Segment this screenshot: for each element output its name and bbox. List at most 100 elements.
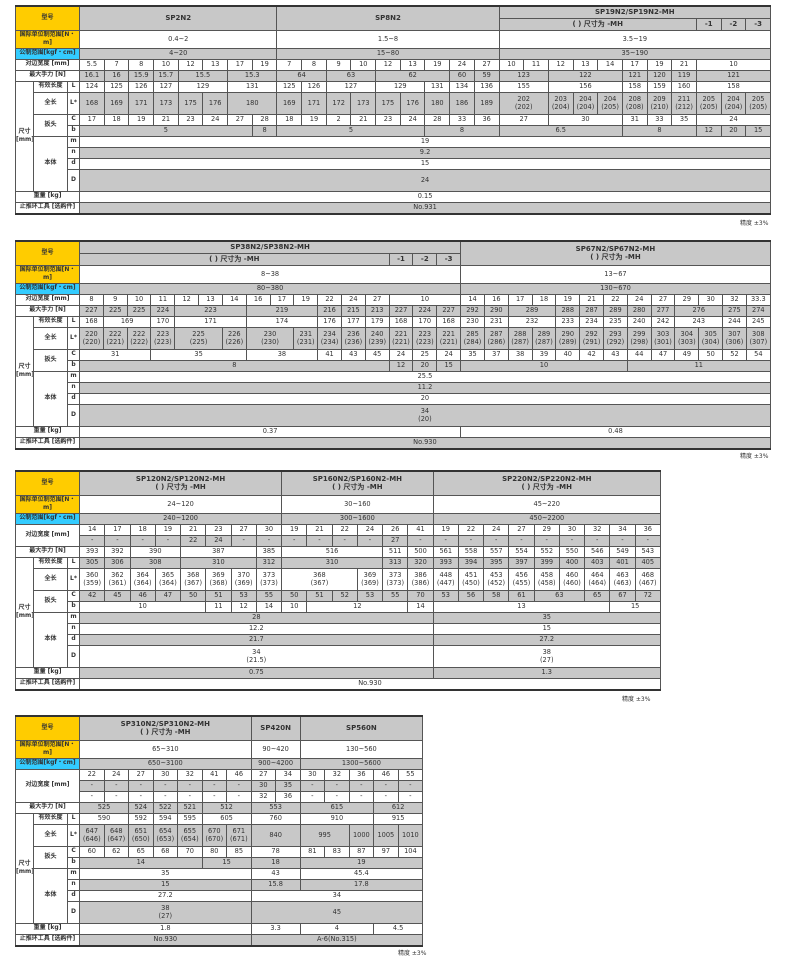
dim-C-value: 37	[483, 348, 509, 361]
dim-C-value: 18	[103, 113, 130, 126]
width-across-flats: 19	[432, 523, 459, 536]
max-force: 120	[646, 69, 673, 82]
dim-L-label: L	[66, 80, 81, 93]
metric-range: 1300~5600	[299, 757, 424, 770]
width-across-flats: 32	[177, 768, 203, 781]
dim-C-value: 56	[457, 589, 485, 602]
dim-b-value: 10	[460, 359, 628, 372]
width-across-flats: 29	[533, 523, 560, 536]
dim-Ls-value: 370 (369)	[230, 567, 257, 591]
dim-L-value: 242	[650, 315, 676, 328]
dim-Ls-value: 299 (298)	[626, 326, 652, 350]
dim-Ls-value: 1000	[348, 823, 375, 847]
model-header: -3	[745, 17, 772, 31]
dim-L-value: 245	[745, 315, 771, 328]
dim-Ls-value: 369 (369)	[356, 567, 384, 591]
width-across-flats: 34	[275, 768, 301, 781]
dim-Ls-value: 289 (287)	[531, 326, 557, 350]
dim-C-value: 65	[584, 589, 611, 602]
dim-Ls-value: 293 (292)	[602, 326, 628, 350]
dim-Ls-value: 369 (368)	[205, 567, 232, 591]
dim-C-value: 67	[609, 589, 636, 602]
dim-L-value: 399	[533, 556, 560, 569]
dim-L-value: 393	[432, 556, 459, 569]
dim-m-value: 19	[79, 135, 772, 148]
dimensions-label: 尺寸 [mm]	[15, 80, 34, 192]
dim-C-value: 45	[104, 589, 131, 602]
dim-C-value: 2	[325, 113, 352, 126]
dim-n-value: 17.8	[299, 878, 424, 891]
model-label: 型号	[14, 715, 81, 741]
model-header: -1	[388, 252, 414, 266]
dim-Ls-label: L*	[66, 823, 81, 847]
thrust-ring-tool-label: 止推环工具 [选购件]	[14, 201, 81, 214]
width-across-flats: 19	[154, 523, 182, 536]
dim-C-value: 30	[547, 113, 623, 126]
dim-Ls-value: 231 (231)	[293, 326, 319, 350]
max-force: 123	[498, 69, 549, 82]
dim-Ls-value: 175	[177, 91, 204, 115]
dim-Ls-value: 373 (373)	[382, 567, 409, 591]
dim-Ls-value: 211 (212)	[671, 91, 697, 115]
width-across-flats: 24	[103, 768, 130, 781]
model-header: SP2N2	[79, 5, 278, 31]
dim-C-value: 35	[150, 348, 247, 361]
max-force: 557	[483, 545, 510, 558]
body-label: 本体	[33, 867, 68, 924]
dim-C-value: 39	[531, 348, 557, 361]
max-force: 121	[621, 69, 648, 82]
max-force: 277	[650, 304, 676, 317]
dim-C-value: 42	[579, 348, 604, 361]
dim-L-value: 595	[177, 812, 203, 825]
dim-Ls-value: 840	[250, 823, 301, 847]
dim-L-value: 171	[174, 315, 247, 328]
width-across-flats: 26	[382, 523, 409, 536]
width-across-flats: -	[306, 534, 333, 547]
width-across-flats: 41	[407, 523, 434, 536]
width-across-flats: -	[281, 534, 308, 547]
weight: 4	[299, 922, 375, 935]
si-range: 0.4~2	[79, 29, 278, 49]
dimensions-label: 尺寸 [mm]	[15, 315, 34, 427]
dim-Ls-value: 173	[153, 91, 179, 115]
dimensions-label: 尺寸 [mm]	[15, 812, 34, 924]
precision-note: 精度 ±3%	[398, 950, 427, 957]
dim-b-value: 10	[79, 600, 207, 613]
dim-C-value: 27	[227, 113, 253, 126]
width-across-flats: 30	[250, 779, 277, 792]
width-across-flats: 12	[547, 58, 574, 71]
dim-Ls-value: 453 (452)	[483, 567, 510, 591]
dim-L-value: 305	[79, 556, 106, 569]
dim-m-label: m	[66, 370, 81, 383]
head-label: 扳头	[33, 845, 68, 869]
si-range: 3.5~19	[498, 29, 772, 49]
width-across-flats: 5.5	[79, 58, 105, 71]
dim-b-label: b	[66, 856, 81, 869]
dim-C-value: 38	[507, 348, 533, 361]
dim-L-value: 168	[79, 315, 104, 328]
dim-L-value: 177	[340, 315, 366, 328]
dim-Ls-value: 368 (367)	[281, 567, 358, 591]
width-across-flats-label: 对边宽度 [mm]	[14, 768, 81, 803]
dim-Ls-value: 230 (230)	[245, 326, 295, 350]
dim-Ls-value: 186	[449, 91, 475, 115]
dim-Ls-value: 220 (220)	[79, 326, 104, 350]
width-across-flats: 22	[180, 534, 207, 547]
dim-Ls-value: 368 (367)	[180, 567, 207, 591]
dim-L-value: 592	[128, 812, 154, 825]
model-header: -2	[720, 17, 747, 31]
max-force: 543	[634, 545, 661, 558]
dim-D-value: 34 (21.5)	[79, 644, 434, 668]
dim-b-value: 15	[436, 359, 462, 372]
max-force: 500	[407, 545, 434, 558]
dim-b-value: 15	[201, 856, 252, 869]
dim-d-label: d	[66, 157, 81, 170]
metric-range: 300~1600	[281, 512, 434, 525]
width-across-flats: 19	[281, 523, 308, 536]
width-across-flats-label: 对边宽度 [mm]	[14, 58, 81, 71]
dim-L-label: L	[66, 812, 81, 825]
weight-label: 重量 [kg]	[14, 425, 81, 438]
dim-C-value: 36	[473, 113, 500, 126]
max-force: 525	[79, 801, 130, 814]
precision-note: 精度 ±3%	[622, 696, 651, 703]
